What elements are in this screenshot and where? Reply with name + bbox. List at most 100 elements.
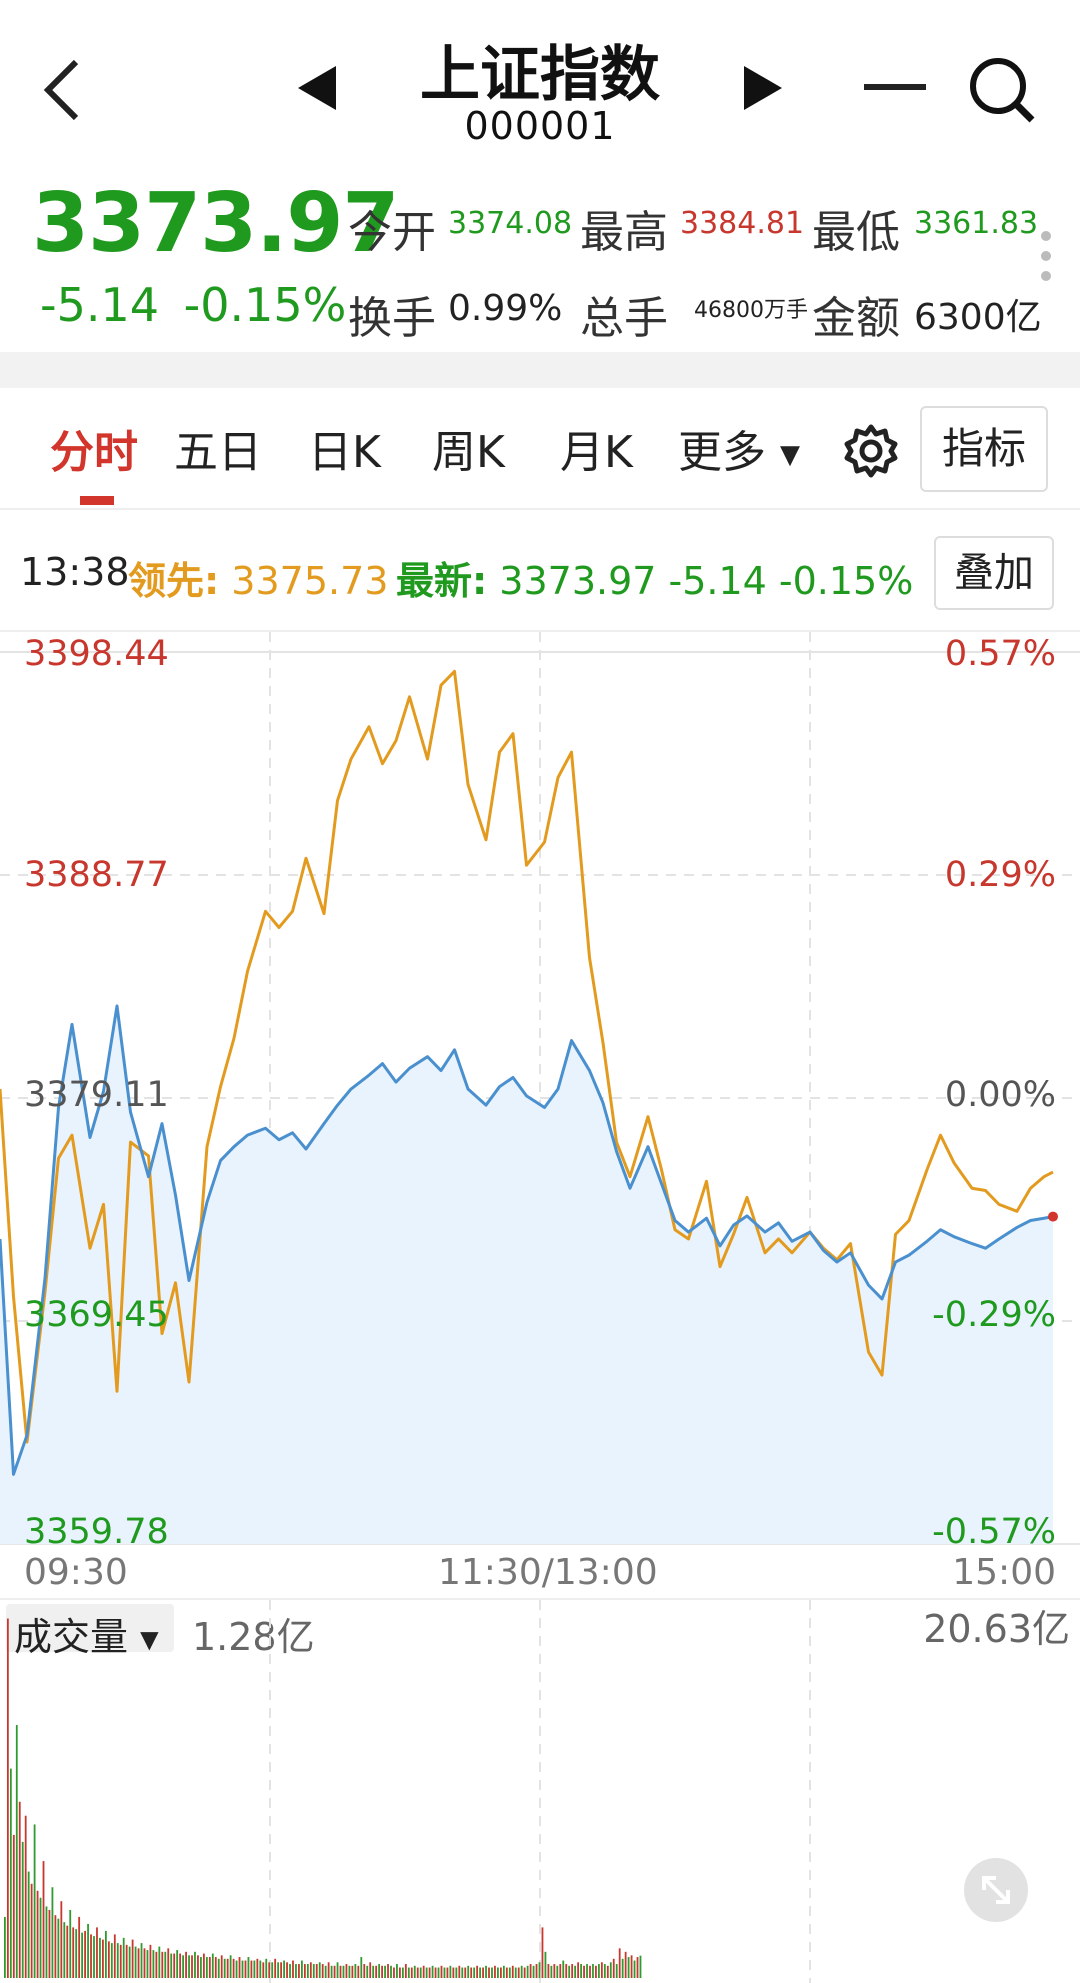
volume-bar	[550, 1965, 553, 1978]
tab-five-day[interactable]: 五日	[174, 427, 262, 478]
volume-bar	[208, 1957, 211, 1978]
volume-selector-label: 成交量 ▼	[14, 1606, 159, 1661]
next-stock-icon[interactable]	[744, 66, 782, 110]
volume-bar	[81, 1932, 84, 1978]
divider-bar	[0, 352, 1080, 388]
volume-bar	[99, 1937, 101, 1978]
volume-bar	[90, 1934, 92, 1978]
volume-bar	[205, 1957, 208, 1978]
stock-code: 000001	[464, 104, 616, 148]
volume-bar	[78, 1916, 81, 1978]
latest-point-dot	[1048, 1211, 1058, 1222]
volume-bar	[520, 1965, 523, 1978]
volume-bar	[592, 1964, 594, 1978]
volume-bar	[348, 1965, 351, 1978]
volume-bar	[87, 1923, 89, 1978]
volume-bar	[630, 1955, 633, 1978]
volume-bar	[535, 1964, 538, 1978]
volume-bar	[404, 1964, 407, 1978]
tab-intraday[interactable]: 分时	[50, 427, 138, 478]
stat-value-volume: 46800万手	[694, 298, 808, 323]
volume-bar	[4, 1916, 6, 1978]
volume-bar	[491, 1967, 493, 1978]
change-percent: -0.15%	[183, 278, 347, 332]
volume-bar	[529, 1964, 532, 1978]
overlay-button[interactable]: 叠加	[934, 536, 1054, 610]
volume-bar	[488, 1967, 490, 1978]
volume-bar	[544, 1951, 547, 1978]
volume-bar	[449, 1965, 452, 1978]
volume-bar	[164, 1951, 167, 1978]
volume-bar	[565, 1964, 568, 1978]
volume-bar	[125, 1944, 128, 1978]
volume-bar	[577, 1962, 580, 1978]
volume-bar	[277, 1962, 280, 1978]
volume-bar	[122, 1937, 125, 1978]
search-icon[interactable]	[968, 56, 1036, 124]
back-icon[interactable]	[40, 58, 84, 122]
fullscreen-button[interactable]	[964, 1858, 1028, 1922]
volume-bar	[12, 1834, 15, 1978]
volume-bar	[633, 1960, 636, 1978]
volume-bar	[259, 1960, 262, 1978]
prev-stock-icon[interactable]	[298, 66, 336, 110]
tab-more-label: 更多	[678, 427, 766, 478]
volume-bar	[479, 1967, 481, 1978]
volume-bar	[42, 1861, 45, 1978]
volume-bar	[413, 1965, 416, 1978]
volume-bar	[202, 1953, 205, 1978]
volume-bar	[27, 1871, 30, 1978]
volume-bar	[102, 1939, 104, 1978]
lead-value: 3375.73	[231, 559, 389, 603]
more-vertical-icon[interactable]	[1040, 230, 1052, 282]
volume-bar	[339, 1965, 342, 1978]
volume-bar	[214, 1957, 217, 1978]
volume-bar	[416, 1967, 419, 1978]
volume-bar	[541, 1927, 544, 1978]
volume-bar	[562, 1960, 565, 1978]
volume-bar	[39, 1897, 42, 1978]
volume-bar	[143, 1948, 146, 1978]
volume-bar	[324, 1965, 327, 1978]
tab-monthly-k[interactable]: 月K	[560, 427, 633, 478]
volume-bar	[407, 1967, 410, 1978]
price-change: -5.14 -0.15%	[40, 278, 346, 332]
volume-bar	[612, 1958, 615, 1978]
y-tick-pct-0: 0.57%	[944, 634, 1056, 674]
volume-bar	[211, 1953, 214, 1978]
volume-bar	[69, 1909, 72, 1978]
volume-bar	[51, 1887, 54, 1978]
volume-bar	[425, 1967, 428, 1978]
minus-icon[interactable]	[864, 84, 926, 92]
settings-gear-icon[interactable]	[842, 422, 900, 480]
latest-value: 3373.97 -5.14 -0.15%	[499, 559, 914, 603]
volume-bar	[173, 1953, 176, 1978]
volume-bar	[217, 1958, 220, 1978]
y-tick-price-2: 3379.11	[24, 1075, 169, 1115]
volume-bar	[624, 1951, 627, 1978]
volume-bar	[574, 1965, 577, 1978]
active-tab-indicator	[80, 496, 114, 505]
volume-bar	[161, 1951, 164, 1978]
volume-selector[interactable]	[6, 1604, 174, 1652]
volume-bar	[72, 1927, 75, 1978]
volume-bar	[113, 1934, 116, 1978]
volume-bar	[422, 1965, 425, 1978]
volume-bar	[241, 1960, 244, 1978]
intraday-chart[interactable]	[0, 632, 1080, 1546]
stat-label-high: 最高	[580, 207, 668, 258]
latest-readout: 最新: 3373.97 -5.14 -0.15%	[396, 550, 913, 605]
volume-chart[interactable]	[0, 1600, 1080, 1983]
volume-bar	[505, 1967, 508, 1978]
tab-daily-k[interactable]: 日K	[308, 427, 381, 478]
latest-series-line	[0, 1004, 1054, 1476]
volume-bar	[295, 1964, 297, 1978]
stat-value-open: 3374.08	[448, 206, 573, 241]
volume-bar	[387, 1964, 389, 1978]
volume-bar	[366, 1965, 369, 1978]
tab-weekly-k[interactable]: 周K	[432, 427, 505, 478]
volume-bar	[268, 1962, 271, 1978]
y-tick-price-4: 3359.78	[24, 1512, 169, 1552]
indicator-button[interactable]: 指标	[920, 406, 1048, 492]
tab-more[interactable]: 更多 ▼	[678, 416, 800, 480]
